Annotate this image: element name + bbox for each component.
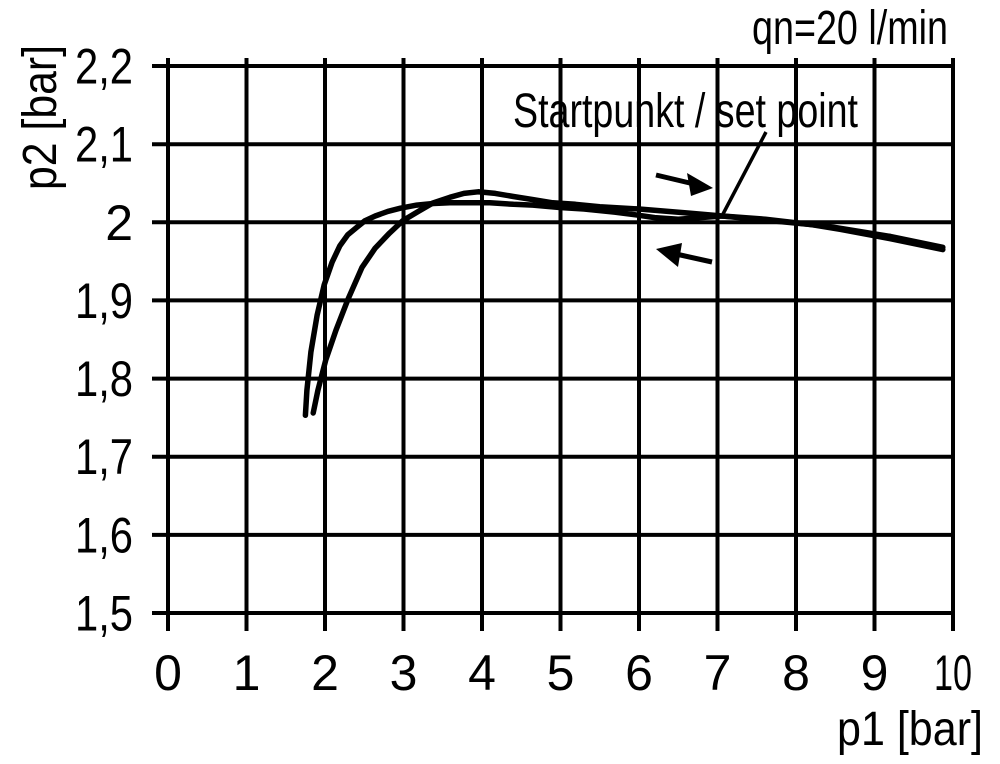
x-tick-label: 1 bbox=[233, 645, 261, 701]
x-tick-label: 6 bbox=[625, 645, 653, 701]
x-tick-label: 4 bbox=[468, 645, 496, 701]
x-tick-label: 9 bbox=[861, 645, 889, 701]
x-tick-label: 5 bbox=[547, 645, 575, 701]
x-tick-label: 8 bbox=[782, 645, 810, 701]
x-tick-label: 7 bbox=[704, 645, 732, 701]
y-tick-label: 1,6 bbox=[75, 507, 133, 563]
x-tick-label: 0 bbox=[154, 645, 182, 701]
y-axis-tick-labels: 2,2 2,1 2 1,9 1,8 1,7 1,6 1,5 bbox=[75, 39, 133, 642]
y-tick-label: 2 bbox=[105, 195, 133, 251]
decreasing-direction-arrow bbox=[656, 243, 713, 267]
y-tick-label: 1,5 bbox=[75, 586, 133, 642]
y-tick-label: 1,7 bbox=[75, 429, 133, 485]
y-axis-label: p2 [bar] bbox=[14, 45, 67, 190]
x-tick-label: 3 bbox=[390, 645, 418, 701]
increasing-direction-arrow bbox=[655, 172, 713, 196]
arrow-left-shaft bbox=[675, 251, 713, 265]
y-tick-label: 1,9 bbox=[75, 273, 133, 329]
x-tick-label: 10 bbox=[934, 645, 972, 701]
y-tick-label: 1,8 bbox=[75, 351, 133, 407]
x-tick-label: 2 bbox=[311, 645, 339, 701]
x-axis-tick-labels: 0 1 2 3 4 5 6 7 8 9 10 bbox=[154, 645, 972, 701]
set-point-leader-line bbox=[721, 131, 768, 215]
set-point-label: Startpunkt / set point bbox=[513, 85, 858, 138]
arrow-right-icon bbox=[687, 173, 713, 196]
arrow-right-shaft bbox=[655, 172, 695, 187]
y-tick-label: 2,2 bbox=[75, 39, 133, 95]
flow-rate-annotation: qn=20 l/min bbox=[752, 2, 948, 55]
grid-lines bbox=[152, 58, 955, 631]
arrow-left-icon bbox=[656, 243, 682, 267]
x-axis-label: p1 [bar] bbox=[837, 703, 983, 756]
curve-decreasing-p1 bbox=[302, 200, 946, 419]
y-tick-label: 2,1 bbox=[75, 117, 133, 173]
